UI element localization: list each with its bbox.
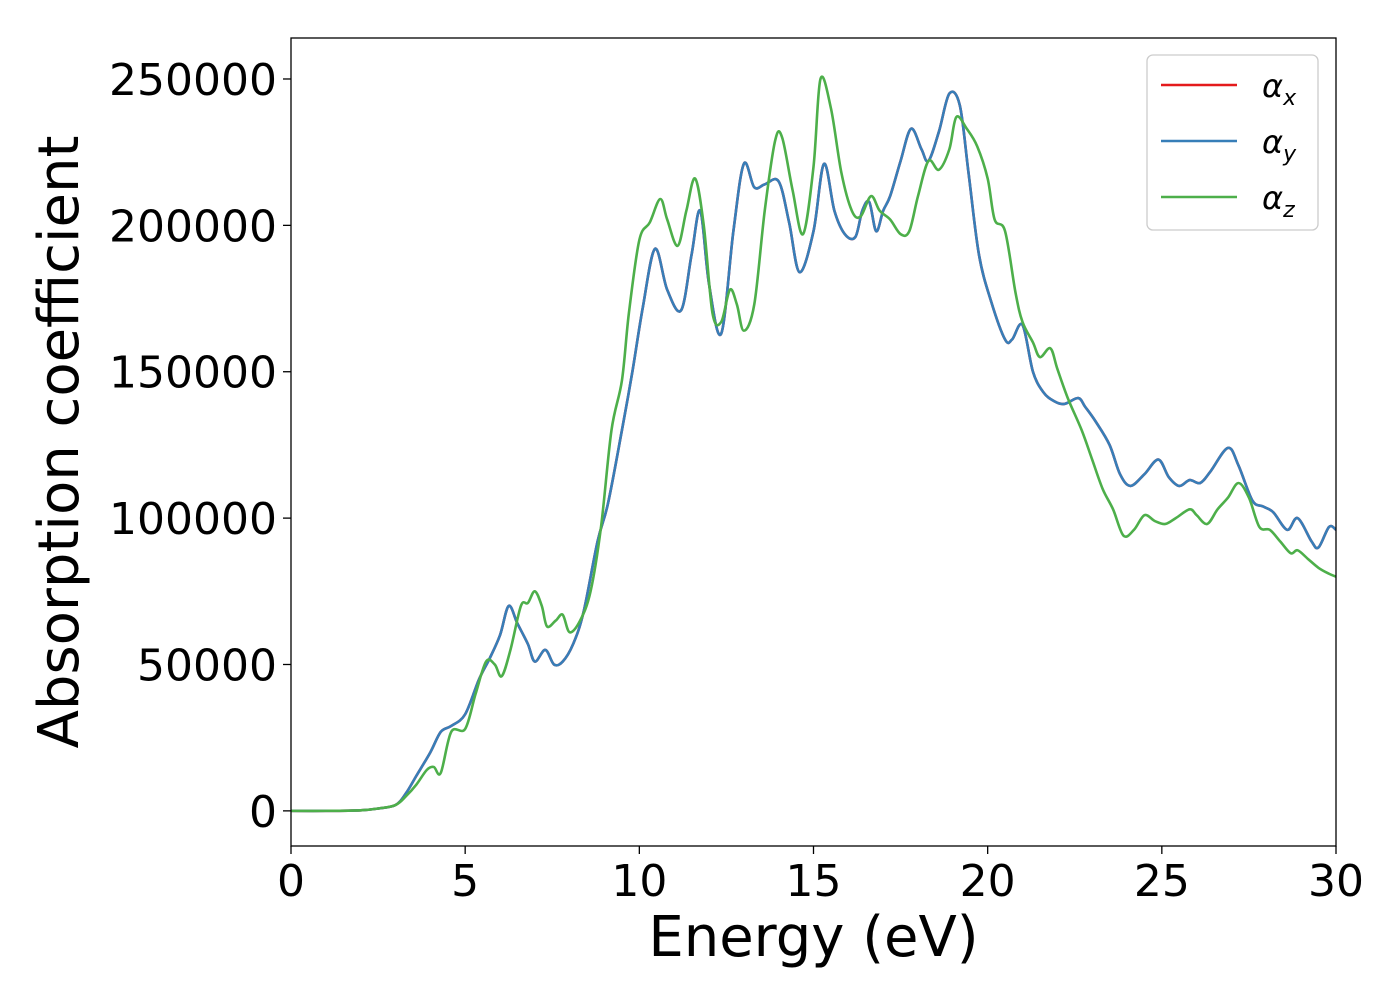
- y-tick-label: 150000: [109, 348, 277, 399]
- y-tick-label: 250000: [109, 55, 277, 106]
- x-tick-label: 15: [786, 856, 842, 907]
- x-axis: 0 5 10 15 20 25 30: [277, 846, 1364, 907]
- y-tick-label: 100000: [109, 494, 277, 545]
- y-axis-title: Absorption coefficient: [27, 136, 92, 749]
- x-tick-label: 30: [1308, 856, 1364, 907]
- legend-entry-z: αz: [1161, 179, 1295, 223]
- legend-entry-y: αy: [1161, 123, 1297, 167]
- y-tick-label: 200000: [109, 201, 277, 252]
- x-tick-label: 5: [451, 856, 479, 907]
- series-line-y: [291, 90, 1336, 813]
- legend-label: αx: [1262, 67, 1297, 111]
- x-axis-title: Energy (eV): [648, 905, 978, 970]
- legend-label: αy: [1262, 123, 1297, 167]
- legend-label: αz: [1262, 179, 1295, 223]
- x-tick-label: 25: [1134, 856, 1190, 907]
- x-tick-label: 10: [611, 856, 667, 907]
- x-tick-label: 20: [960, 856, 1016, 907]
- y-tick-label: 0: [249, 787, 277, 838]
- y-tick-label: 50000: [137, 640, 277, 691]
- y-axis: 0 50000 100000 150000 200000 250000: [109, 55, 291, 838]
- legend-box: [1146, 54, 1319, 231]
- series-layer: [291, 75, 1336, 813]
- series-line-z: [291, 75, 1336, 813]
- legend: αx αy αz: [1146, 54, 1319, 231]
- x-tick-label: 0: [277, 856, 305, 907]
- legend-entry-x: αx: [1161, 67, 1297, 111]
